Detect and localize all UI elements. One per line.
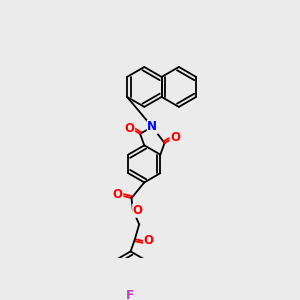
Text: O: O — [113, 188, 123, 201]
Text: N: N — [147, 121, 157, 134]
Text: F: F — [126, 290, 135, 300]
Text: O: O — [170, 131, 180, 144]
Text: O: O — [144, 234, 154, 248]
Text: O: O — [124, 122, 134, 135]
Text: O: O — [133, 204, 143, 217]
